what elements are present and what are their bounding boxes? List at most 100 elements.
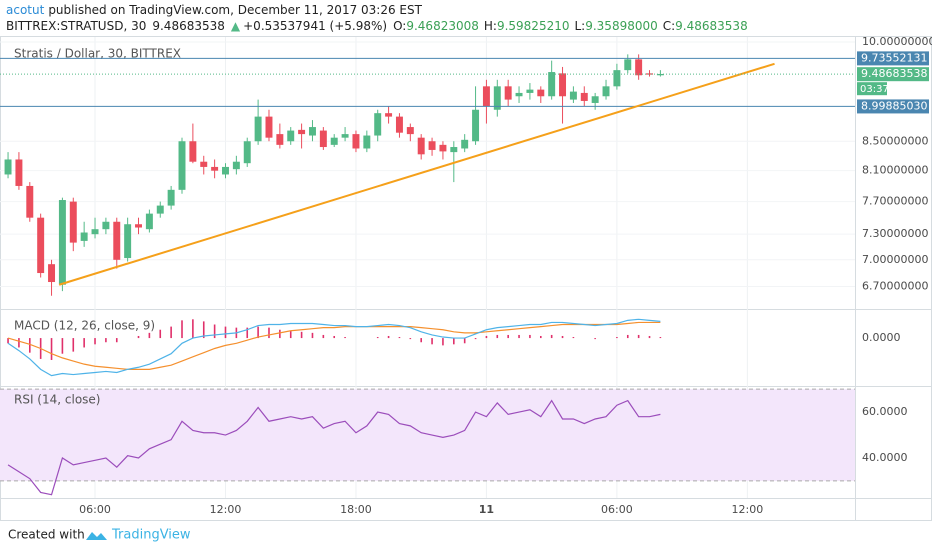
plot: 06:00 12:00 18:00 11 06:00 12:00 10.00000000 8.… bbox=[0, 35, 932, 516]
histogram-bar bbox=[181, 320, 183, 339]
trend-line bbox=[58, 62, 775, 286]
candle-body bbox=[232, 161, 240, 170]
created-with: Created with bbox=[8, 528, 85, 542]
candle-body bbox=[189, 141, 197, 162]
histogram-bar bbox=[431, 338, 433, 345]
candle-body bbox=[428, 141, 436, 150]
candle-body bbox=[243, 141, 251, 164]
candle-body bbox=[37, 217, 45, 274]
histogram-bar bbox=[453, 338, 455, 345]
candle-body bbox=[200, 161, 208, 167]
candle-body bbox=[135, 224, 142, 228]
histogram-bar bbox=[148, 332, 151, 339]
histogram-bar bbox=[159, 329, 162, 339]
histogram-bar bbox=[192, 319, 194, 339]
candle-body bbox=[548, 72, 556, 97]
candle-body bbox=[385, 113, 393, 117]
x-tick-label: 06:00 bbox=[79, 503, 111, 516]
x-tick-label: 11 bbox=[479, 503, 494, 516]
x-tick-label: 12:00 bbox=[732, 503, 764, 516]
histogram-bar bbox=[279, 329, 281, 339]
histogram-bar bbox=[637, 334, 640, 339]
histogram-bar bbox=[105, 338, 107, 343]
histogram-bar bbox=[659, 337, 662, 339]
histogram-bar bbox=[529, 334, 531, 339]
histogram-bar bbox=[572, 337, 575, 339]
header-line-1: acotut published on TradingView.com, Dece… bbox=[6, 3, 423, 17]
candle-body bbox=[124, 224, 132, 259]
candle-body bbox=[341, 134, 349, 138]
histogram-bar bbox=[333, 335, 336, 339]
histogram-bar bbox=[409, 338, 412, 340]
histogram-bar bbox=[344, 337, 346, 339]
last-price-tag bbox=[857, 67, 929, 82]
countdown-tag bbox=[857, 82, 887, 96]
histogram-bar bbox=[474, 338, 477, 340]
y-tick-label: 8.50000000 bbox=[862, 134, 928, 147]
histogram-bar bbox=[398, 337, 401, 339]
brand-logo bbox=[86, 532, 107, 540]
candle-body bbox=[4, 159, 12, 175]
histogram-bar bbox=[311, 332, 314, 339]
candle-body bbox=[102, 221, 110, 230]
pane-title: MACD (12, 26, close, 9) bbox=[14, 319, 155, 333]
y-tick-label: 7.70000000 bbox=[862, 195, 928, 208]
candle-body bbox=[15, 159, 23, 186]
histogram-bar bbox=[485, 335, 488, 339]
candle-body bbox=[526, 89, 534, 93]
candle-body bbox=[178, 141, 186, 190]
candle-body bbox=[58, 200, 66, 285]
header-line-2: BITTREX:STRATUSD, 30 9.48683538 ▲ +0.535379… bbox=[6, 19, 748, 33]
candle-body bbox=[308, 127, 316, 136]
l-label: L: bbox=[574, 19, 585, 33]
candle-body bbox=[591, 96, 599, 103]
histogram-bar bbox=[420, 338, 422, 343]
candle-body bbox=[406, 127, 414, 135]
candle-body bbox=[276, 134, 284, 145]
candle-body bbox=[265, 116, 273, 138]
y-tick-label: 6.70000000 bbox=[862, 280, 928, 293]
histogram-bar bbox=[550, 334, 553, 339]
author[interactable]: acotut bbox=[6, 3, 45, 17]
h-label: H: bbox=[484, 19, 497, 33]
y-tick-label: 40.0000 bbox=[862, 451, 908, 464]
candle-body bbox=[482, 86, 490, 107]
histogram-bar bbox=[202, 321, 205, 339]
histogram-bar bbox=[257, 326, 259, 339]
histogram-bar bbox=[539, 335, 542, 339]
level-tag bbox=[857, 99, 929, 114]
candle-body bbox=[287, 130, 295, 142]
rsi-band bbox=[0, 389, 855, 481]
x-tick-label: 12:00 bbox=[210, 503, 242, 516]
histogram-bar bbox=[626, 334, 629, 339]
histogram-bar bbox=[518, 334, 520, 339]
candle-body bbox=[624, 59, 632, 71]
change: +0.53537941 (+5.98%) bbox=[243, 19, 387, 33]
histogram-bar bbox=[648, 335, 651, 339]
candle-body bbox=[26, 185, 34, 218]
histogram-bar bbox=[376, 337, 379, 339]
histogram-bar bbox=[170, 326, 172, 339]
candle-body bbox=[330, 137, 338, 145]
macd-line bbox=[7, 318, 661, 377]
candle-body bbox=[602, 86, 610, 97]
candle-body bbox=[113, 221, 121, 260]
o-label: O: bbox=[393, 19, 406, 33]
candle-body bbox=[559, 73, 567, 97]
histogram-bar bbox=[268, 327, 270, 339]
open: 9.46823008 bbox=[406, 19, 479, 33]
candle-body bbox=[352, 134, 360, 149]
candle-body bbox=[254, 116, 262, 142]
candle-body bbox=[298, 129, 306, 135]
histogram-bar bbox=[496, 334, 499, 339]
candle-body bbox=[363, 135, 371, 149]
x-tick-label: 06:00 bbox=[601, 503, 633, 516]
countdown: 03:37 bbox=[860, 84, 889, 95]
candle-body bbox=[319, 130, 327, 148]
candle-body bbox=[450, 147, 458, 153]
candle-body bbox=[417, 137, 425, 155]
low: 9.35898000 bbox=[585, 19, 658, 33]
brand[interactable]: TradingView bbox=[111, 528, 191, 543]
histogram-bar bbox=[224, 326, 227, 339]
signal-line bbox=[7, 321, 661, 370]
